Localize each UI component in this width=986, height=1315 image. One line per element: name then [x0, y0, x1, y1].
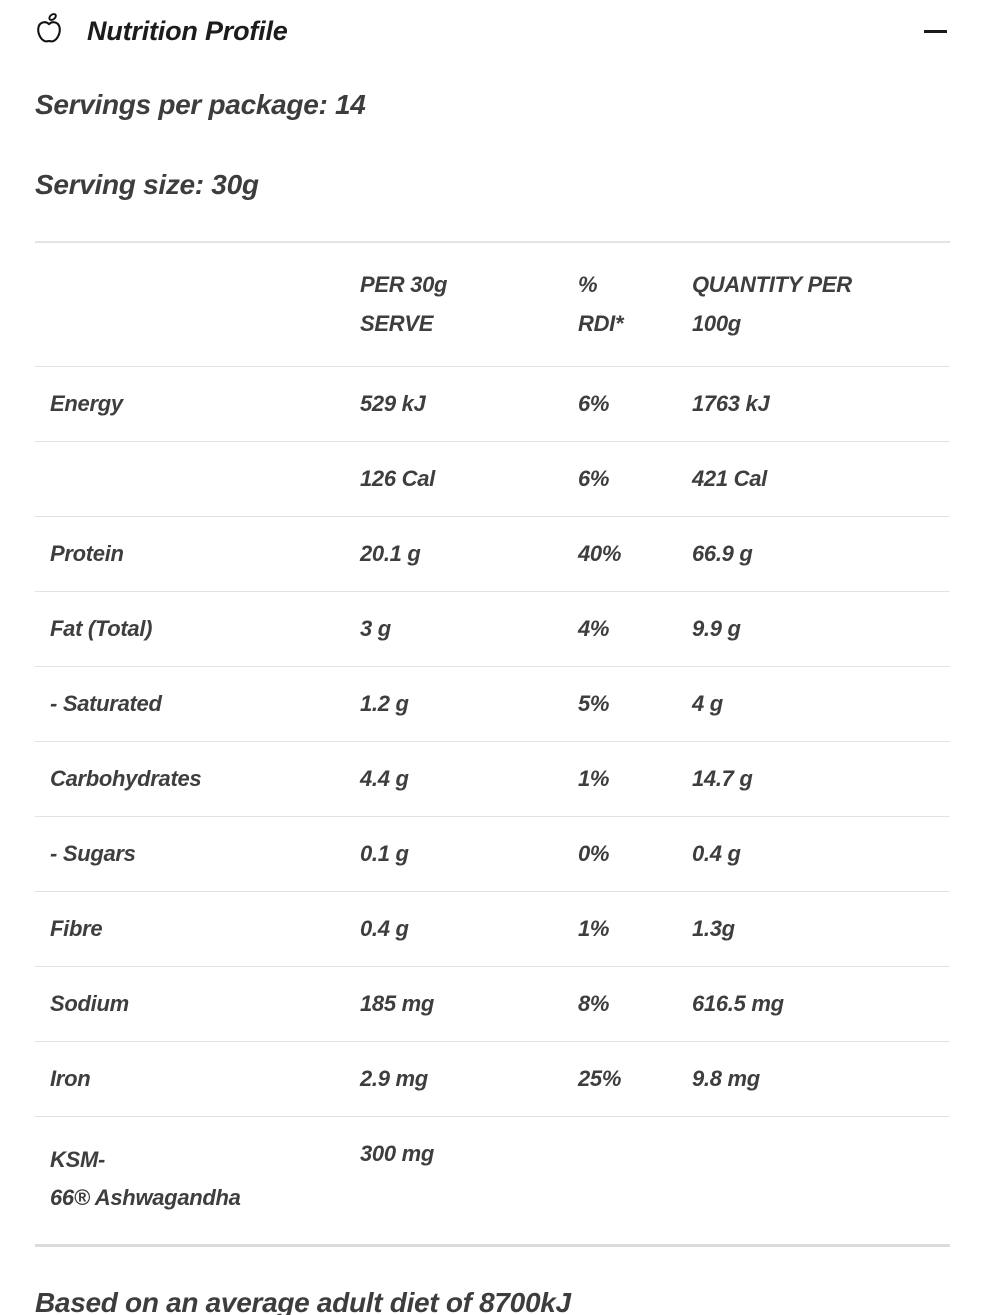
rdi-value: 25%: [578, 1041, 692, 1117]
nutrient-label: Sodium: [35, 966, 360, 1042]
per-serve-value: 2.9 mg: [360, 1041, 578, 1117]
rdi-value: 6%: [578, 366, 692, 442]
per-100g-value: [692, 1117, 950, 1246]
table-row: Carbohydrates 4.4 g 1% 14.7 g: [35, 741, 950, 817]
per-100g-value: 421 Cal: [692, 441, 950, 517]
rdi-value: 40%: [578, 516, 692, 592]
rdi-basis-note: Based on an average adult diet of 8700kJ: [35, 1287, 571, 1315]
column-header-nutrient: [35, 242, 360, 367]
table-row: Fat (Total) 3 g 4% 9.9 g: [35, 591, 950, 667]
rdi-value: 5%: [578, 666, 692, 742]
rdi-value: 8%: [578, 966, 692, 1042]
per-serve-value: 300 mg: [360, 1141, 435, 1166]
table-row: 126 Cal 6% 421 Cal: [35, 441, 950, 517]
table-row: Protein 20.1 g 40% 66.9 g: [35, 516, 950, 592]
rdi-value: 4%: [578, 591, 692, 667]
rdi-value: 0%: [578, 816, 692, 892]
per-100g-value: 66.9 g: [692, 516, 950, 592]
rdi-value: 1%: [578, 741, 692, 817]
per-100g-value: 1763 kJ: [692, 366, 950, 442]
table-row: Energy 529 kJ 6% 1763 kJ: [35, 366, 950, 442]
per-serve-value: 0.1 g: [360, 816, 578, 892]
nutrient-label: - Saturated: [35, 666, 360, 742]
nutrient-label: Iron: [35, 1041, 360, 1117]
nutrient-label: Carbohydrates: [35, 741, 360, 817]
per-100g-value: 14.7 g: [692, 741, 950, 817]
per-100g-value: 616.5 mg: [692, 966, 950, 1042]
per-serve-value: 0.4 g: [360, 891, 578, 967]
table-row: KSM- 66® Ashwagandha 300 mg: [35, 1117, 950, 1246]
serving-size-text: Serving size: 30g: [35, 169, 259, 200]
per-serve-value: 3 g: [360, 591, 578, 667]
nutrition-table: PER 30g SERVE % RDI* QUANTITY PER 100g E…: [35, 241, 950, 1247]
accordion-header[interactable]: Nutrition Profile: [0, 0, 986, 53]
nutrient-label: KSM- 66® Ashwagandha: [50, 1147, 241, 1210]
per-100g-value: 9.8 mg: [692, 1041, 950, 1117]
table-row: - Sugars 0.1 g 0% 0.4 g: [35, 816, 950, 892]
collapse-button[interactable]: [923, 19, 947, 43]
minus-icon: [923, 29, 947, 33]
rdi-value: [578, 1117, 692, 1246]
nutrient-label: Fat (Total): [35, 591, 360, 667]
column-header-per-serve: PER 30g SERVE: [360, 242, 578, 367]
per-serve-value: 126 Cal: [360, 441, 578, 517]
per-100g-value: 4 g: [692, 666, 950, 742]
nutrient-label: [35, 441, 360, 517]
per-serve-value: 4.4 g: [360, 741, 578, 817]
rdi-value: 6%: [578, 441, 692, 517]
per-100g-value: 1.3g: [692, 891, 950, 967]
table-row: Sodium 185 mg 8% 616.5 mg: [35, 966, 950, 1042]
table-row: - Saturated 1.2 g 5% 4 g: [35, 666, 950, 742]
per-serve-value: 185 mg: [360, 966, 578, 1042]
servings-per-package-text: Servings per package: 14: [35, 89, 366, 120]
nutrient-label: Protein: [35, 516, 360, 592]
nutrient-label: Fibre: [35, 891, 360, 967]
apple-icon: [37, 13, 61, 43]
nutrient-label: - Sugars: [35, 816, 360, 892]
per-100g-value: 9.9 g: [692, 591, 950, 667]
table-header-row: PER 30g SERVE % RDI* QUANTITY PER 100g: [35, 242, 950, 367]
rdi-value: 1%: [578, 891, 692, 967]
table-row: Fibre 0.4 g 1% 1.3g: [35, 891, 950, 967]
per-100g-value: 0.4 g: [692, 816, 950, 892]
per-serve-value: 529 kJ: [360, 366, 578, 442]
table-row: Iron 2.9 mg 25% 9.8 mg: [35, 1041, 950, 1117]
column-header-per-100g: QUANTITY PER 100g: [692, 242, 950, 367]
per-serve-value: 1.2 g: [360, 666, 578, 742]
column-header-rdi: % RDI*: [578, 242, 692, 367]
nutrient-label: Energy: [35, 366, 360, 442]
panel-title: Nutrition Profile: [87, 15, 288, 46]
per-serve-value: 20.1 g: [360, 516, 578, 592]
